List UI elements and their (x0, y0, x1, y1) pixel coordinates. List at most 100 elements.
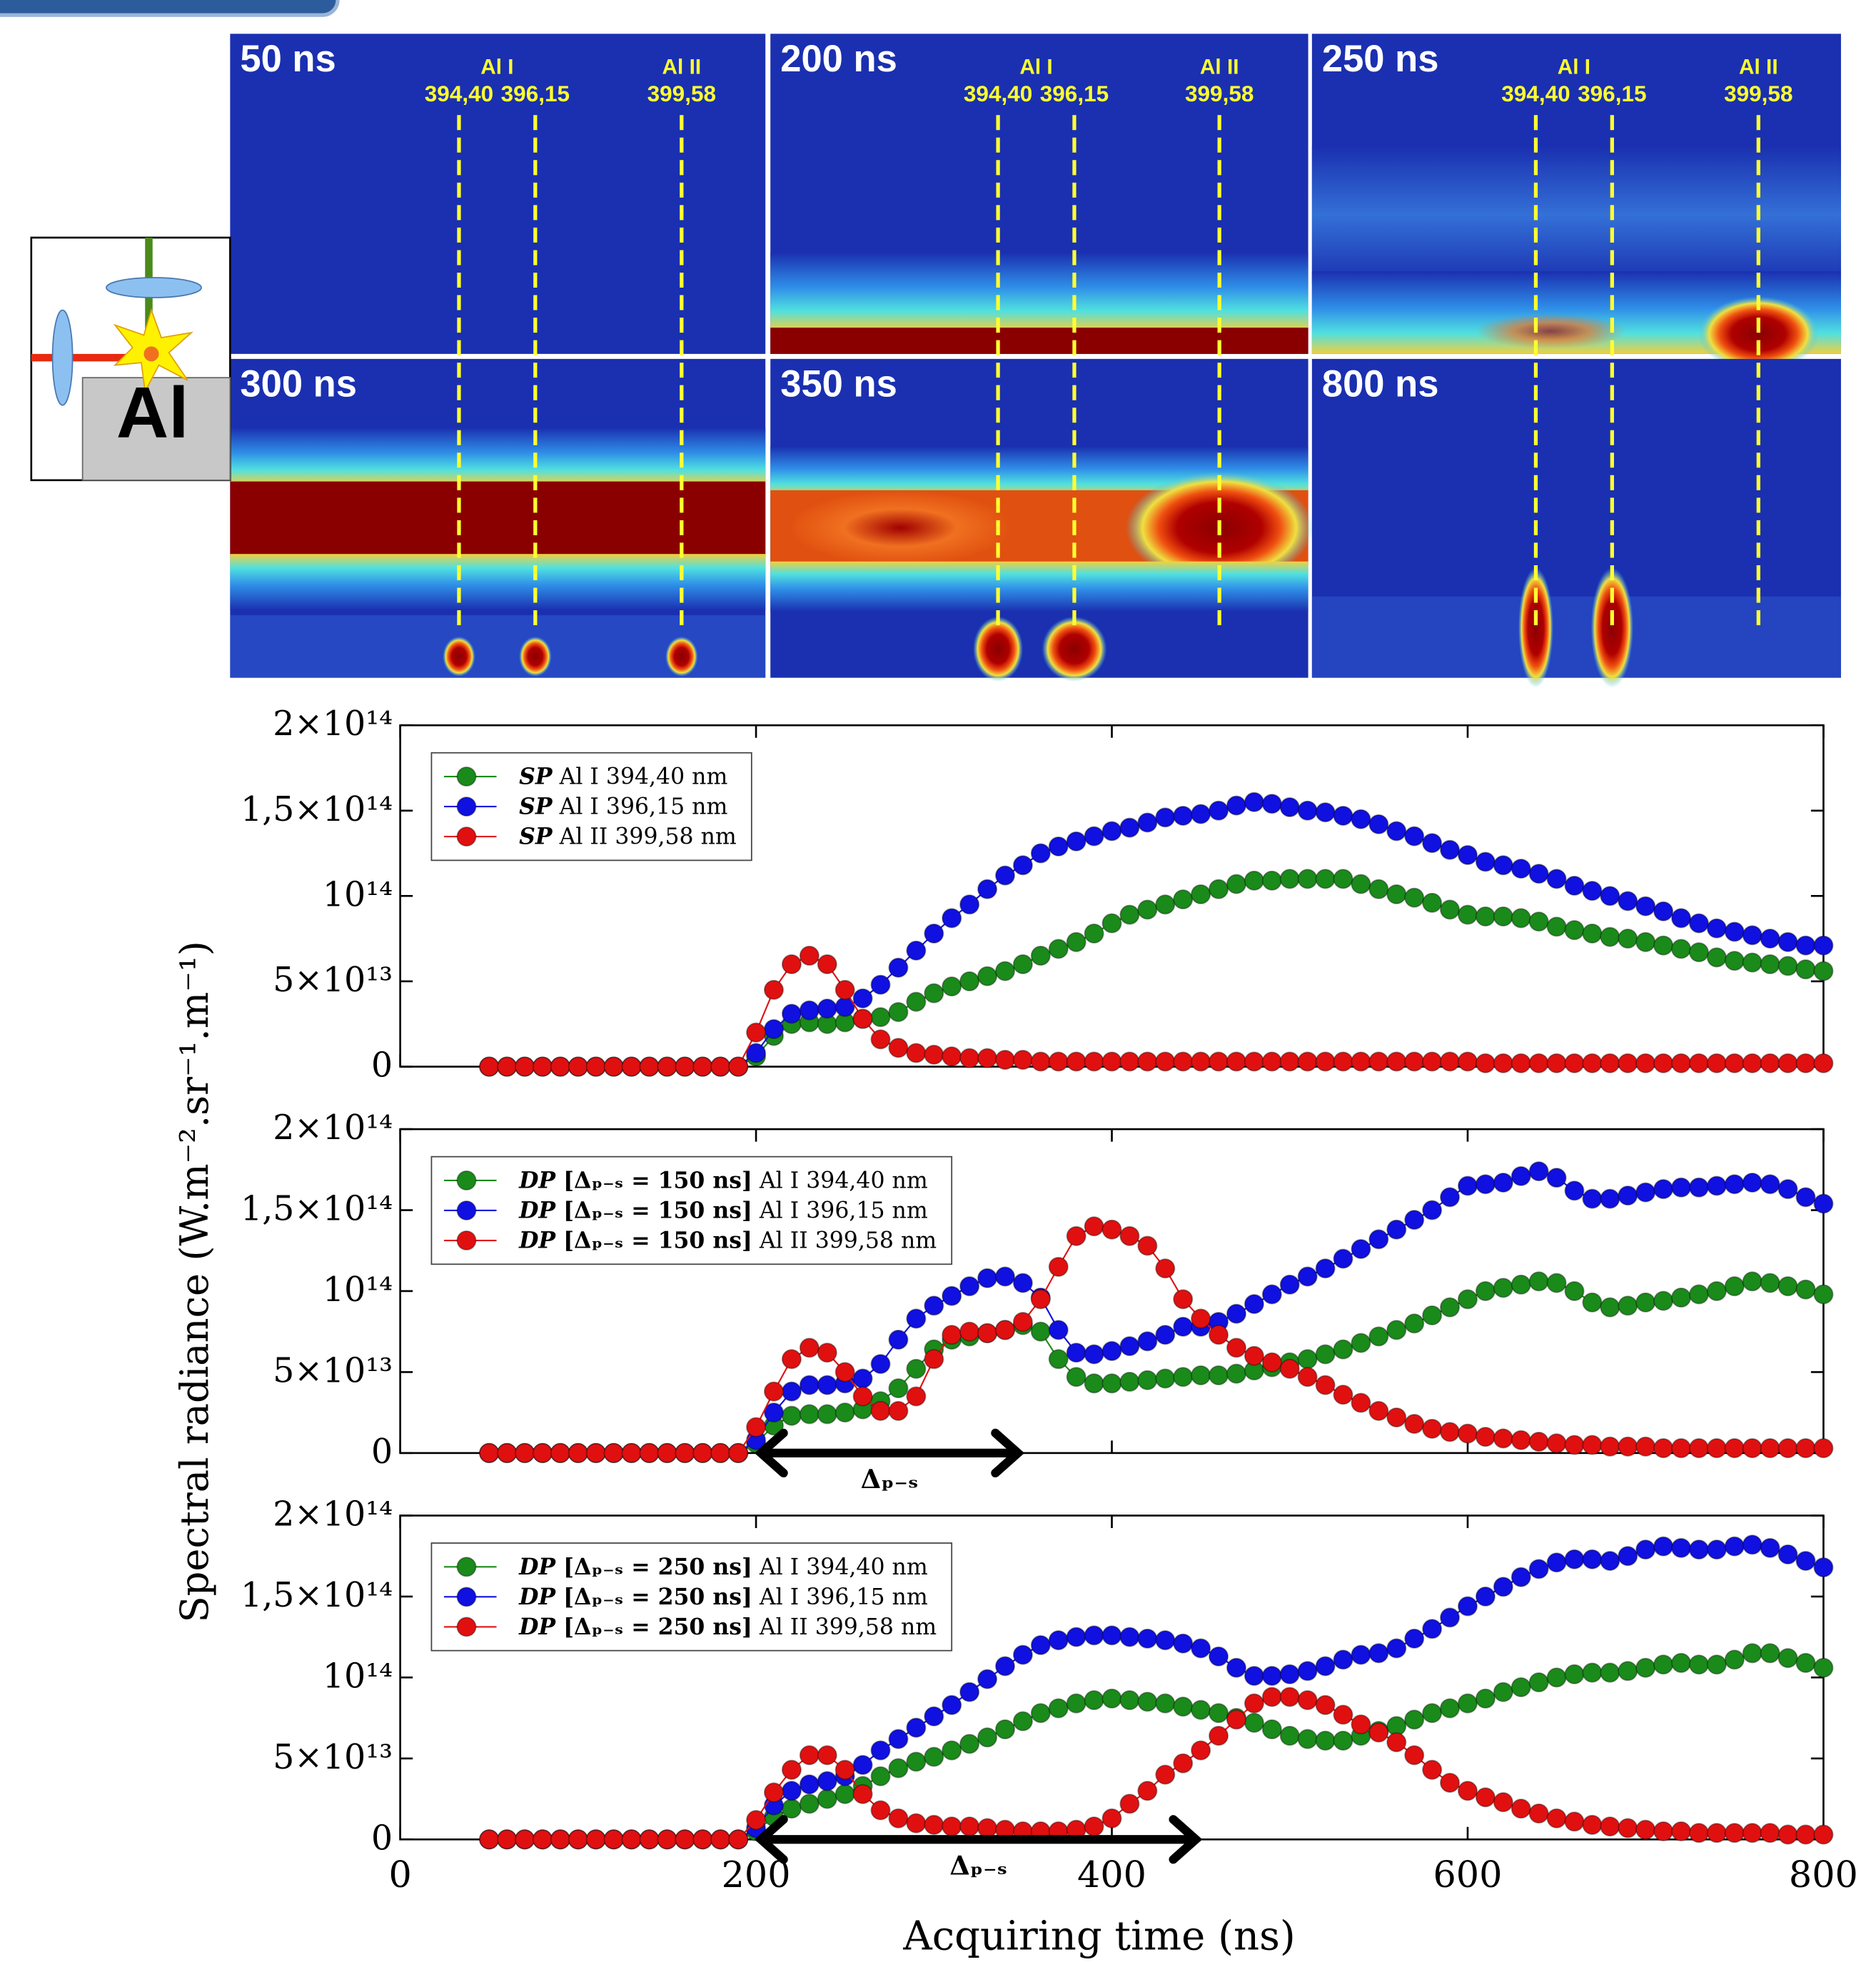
image-panel: 50 ns (230, 34, 766, 354)
data-point (1653, 1053, 1674, 1073)
data-point (1511, 1274, 1531, 1295)
data-point (1528, 911, 1549, 932)
data-point (1244, 792, 1264, 812)
data-point (1155, 1258, 1176, 1279)
data-point (1368, 1400, 1389, 1421)
data-point (1386, 821, 1407, 841)
data-point (1191, 884, 1211, 904)
data-point (1386, 1407, 1407, 1427)
data-point (1600, 1662, 1620, 1683)
legend-marker (456, 826, 477, 847)
data-point (1653, 1654, 1674, 1675)
data-point (1706, 1539, 1727, 1560)
species-label: Al II (662, 55, 702, 79)
data-point (994, 961, 1016, 981)
data-point (1279, 869, 1300, 889)
data-point (1155, 1764, 1176, 1785)
data-point (1582, 1292, 1603, 1313)
data-point (1813, 961, 1834, 981)
data-point (1297, 869, 1318, 889)
data-point (515, 1442, 535, 1463)
data-point (1333, 1730, 1353, 1751)
data-point (1101, 1340, 1122, 1361)
data-point (924, 923, 944, 944)
wavelength-label: 394,40 (425, 81, 493, 106)
lens (51, 309, 74, 406)
data-point (728, 1442, 749, 1463)
data-point (781, 1405, 802, 1426)
data-point (1777, 1438, 1798, 1459)
y-axis-label: Spectral radiance (W.m⁻².sr⁻¹.m⁻¹) (172, 941, 217, 1622)
data-point (994, 1656, 1016, 1677)
data-point (1493, 1577, 1513, 1597)
data-point (834, 1784, 855, 1804)
data-point (1777, 931, 1798, 952)
y-tick-label: 2×10¹⁴ (273, 1495, 393, 1534)
y-tick-label: 10¹⁴ (323, 1657, 393, 1696)
data-point (1511, 859, 1531, 879)
panel-time-label: 350 ns (780, 363, 897, 405)
data-point (1760, 1823, 1780, 1844)
data-point (888, 1330, 909, 1350)
data-point (1368, 814, 1389, 834)
data-point (924, 983, 944, 1003)
data-point (497, 1829, 518, 1850)
wavelength-label: 396,15 (501, 81, 570, 106)
data-point (1209, 1646, 1229, 1667)
data-point (781, 1759, 802, 1780)
data-point (817, 1771, 837, 1791)
data-point (1155, 807, 1176, 828)
data-point (1226, 1051, 1246, 1072)
data-point (1315, 1051, 1336, 1072)
data-point (1564, 920, 1585, 941)
data-point (959, 1321, 980, 1342)
data-point (1528, 864, 1549, 884)
data-point (1226, 1657, 1246, 1678)
legend: DP [Δₚ₋ₛ = 150 ns] Al I 394,40 nm DP [Δₚ₋… (430, 1156, 953, 1265)
data-point (710, 1829, 731, 1850)
data-point (1511, 1165, 1531, 1186)
data-point (1030, 1321, 1051, 1342)
data-point (1191, 1365, 1211, 1385)
data-point (1635, 1292, 1656, 1313)
data-point (1706, 1280, 1727, 1302)
data-point (710, 1056, 731, 1077)
data-point (1404, 887, 1425, 908)
emission-edge (230, 554, 766, 611)
data-point (1368, 1643, 1389, 1664)
data-point (1173, 889, 1194, 910)
data-point (1279, 1687, 1300, 1707)
data-point (1048, 1630, 1069, 1651)
panel-time-label: 800 ns (1322, 363, 1439, 405)
data-point (1119, 1794, 1140, 1814)
data-point (1422, 1759, 1443, 1780)
wavelength-label: 399,58 (1185, 81, 1254, 106)
data-point (977, 1268, 998, 1288)
data-point (1564, 1664, 1585, 1684)
data-point (1760, 1643, 1780, 1664)
y-tick-label: 1,5×10¹⁴ (241, 790, 393, 829)
emission-band (230, 481, 766, 557)
data-point (942, 908, 962, 929)
data-point (781, 954, 802, 975)
data-point (1048, 1349, 1069, 1370)
data-point (1012, 855, 1033, 876)
data-point (479, 1829, 500, 1850)
data-point (1742, 1438, 1762, 1459)
data-point (1813, 1193, 1834, 1214)
data-point (1653, 1536, 1674, 1557)
data-point (959, 1734, 980, 1754)
legend-marker (456, 1200, 477, 1220)
data-point (1457, 1596, 1478, 1617)
data-point (834, 979, 855, 1000)
data-point (1066, 1343, 1086, 1363)
data-point (994, 1266, 1016, 1287)
data-point (1688, 1654, 1709, 1675)
data-point (1368, 1229, 1389, 1250)
data-point (1546, 1552, 1567, 1573)
data-point (1688, 1177, 1709, 1198)
data-point (621, 1442, 642, 1463)
data-point (1653, 935, 1674, 956)
